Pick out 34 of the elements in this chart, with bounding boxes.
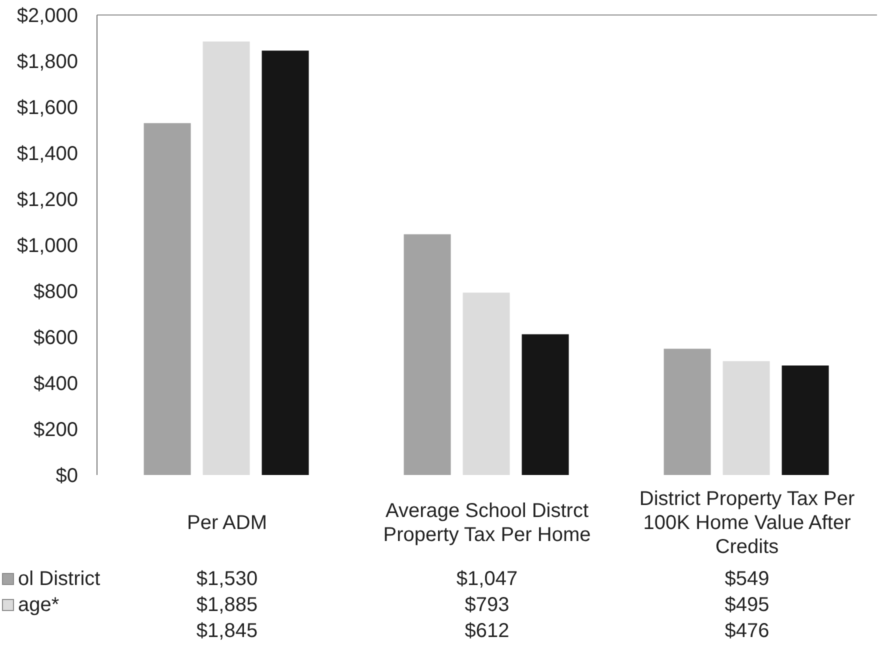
y-tick-label: $600 [34, 327, 78, 350]
bar [722, 361, 770, 475]
y-tick-label: $1,800 [16, 51, 78, 74]
bar [664, 348, 711, 475]
bar [202, 41, 250, 475]
data-label: $612 [464, 619, 510, 643]
bar [782, 366, 829, 475]
y-tick-label: $1,000 [16, 235, 78, 258]
y-tick-label: $1,200 [16, 189, 78, 212]
data-label: $1,885 [195, 593, 259, 617]
bar [262, 50, 309, 475]
x-tick-label: District Property Tax Per 100K Home Value After Credits [639, 488, 855, 558]
y-tick-label: $2,000 [16, 5, 78, 28]
bar [144, 123, 191, 475]
y-tick-label: $800 [34, 281, 78, 304]
y-tick-label: $1,400 [16, 143, 78, 166]
bar [404, 234, 451, 475]
data-label: $1,845 [195, 619, 259, 643]
legend-label: ol District [18, 567, 100, 591]
data-label: $476 [724, 619, 770, 643]
legend-label: age* [18, 593, 60, 617]
bar [462, 292, 510, 475]
x-tick-label: Average School Distrct Property Tax Per Home [383, 500, 591, 546]
y-tick-label: $0 [56, 465, 78, 488]
data-label: $793 [464, 593, 510, 617]
data-label: $1,530 [195, 567, 259, 591]
data-label: $549 [724, 567, 770, 591]
y-tick-label: $1,600 [16, 97, 78, 120]
bar [522, 334, 569, 475]
y-tick-label: $400 [34, 373, 78, 396]
data-label: $1,047 [455, 567, 519, 591]
data-label: $495 [724, 593, 770, 617]
x-tick-label: Per ADM [186, 512, 268, 534]
y-tick-label: $200 [34, 419, 78, 442]
